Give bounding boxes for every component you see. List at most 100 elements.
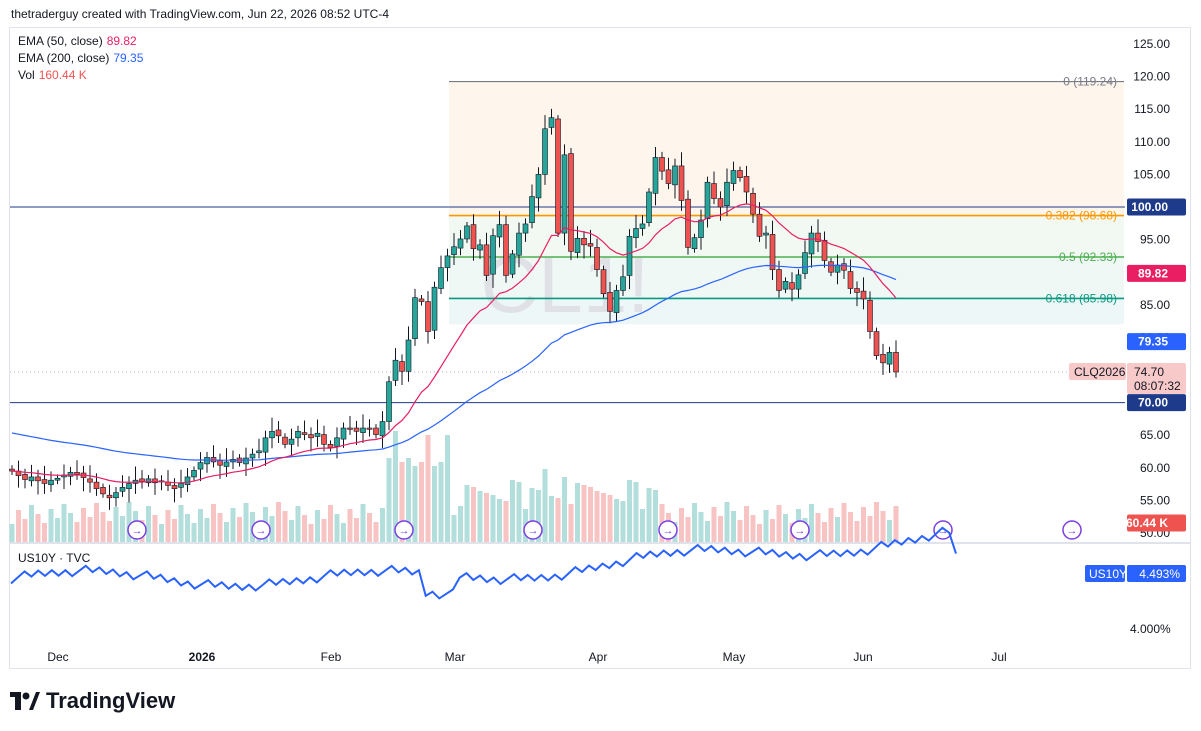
candle-body: [880, 354, 886, 364]
volume-bar: [757, 524, 762, 542]
time-axis: Dec 2026 Feb Mar Apr May Jun Jul: [47, 650, 1006, 664]
candle-body: [743, 176, 750, 193]
candle-body: [9, 468, 15, 472]
candle-body: [568, 153, 574, 252]
volume-bar: [308, 524, 314, 542]
volume-bar: [809, 504, 814, 542]
tradingview-logo-icon: [10, 692, 40, 710]
event-marker-icon: [1062, 520, 1082, 540]
volume-bar: [490, 495, 496, 542]
event-arrow-glyph: →: [795, 525, 806, 537]
candle-body: [93, 481, 100, 489]
candle-body: [776, 269, 782, 291]
fib-zone-1: [449, 215, 1124, 258]
chart-frame[interactable]: [9, 27, 1191, 669]
candle-body: [503, 224, 509, 276]
volume-bar: [399, 462, 405, 542]
volume-bar: [705, 521, 710, 542]
chart-attribution: thetraderguy created with TradingView.co…: [11, 7, 389, 21]
candle-body: [828, 261, 834, 273]
candle-body: [652, 157, 659, 194]
candle-body: [516, 232, 522, 256]
volume-bar: [471, 487, 476, 542]
volume-bar: [893, 506, 899, 542]
event-marker-icon: [658, 520, 678, 540]
candle-body: [41, 479, 48, 484]
volume-bar: [815, 513, 821, 542]
volume-bar: [627, 480, 632, 542]
time-tick-label: 2026: [189, 650, 216, 664]
candle-body: [418, 298, 425, 302]
badge-us10y-symbol-bg: [1085, 565, 1125, 582]
candle-body: [87, 478, 93, 483]
event-marker-icon: [933, 520, 953, 540]
candle-body: [477, 244, 483, 251]
volume-bar: [698, 512, 704, 542]
volume-bar: [711, 507, 717, 542]
volume-bar: [445, 435, 450, 542]
volume-bar: [633, 482, 639, 542]
candle-body: [841, 263, 847, 271]
badge-ema200-text: 79.35: [1138, 335, 1168, 349]
candle-body: [847, 271, 854, 289]
volume-bar: [588, 487, 593, 542]
volume-bar: [718, 516, 723, 542]
candle-body: [217, 460, 223, 466]
candle-body: [321, 434, 327, 445]
candle-body: [275, 429, 282, 437]
fib-zone-2: [449, 257, 1124, 299]
tradingview-logo[interactable]: TradingView: [10, 688, 175, 714]
legend-volume[interactable]: Vol 160.44 K: [18, 68, 87, 82]
candle-body: [262, 437, 269, 453]
candle-body: [379, 421, 386, 437]
candle-body: [412, 297, 418, 340]
candle-body: [106, 494, 113, 499]
fib-zones: [449, 81, 1124, 325]
fib-label: 0.382 (98.68): [1046, 209, 1117, 223]
candle-body: [522, 223, 529, 234]
candle-body: [444, 255, 451, 268]
legend-vol-label: Vol: [18, 68, 35, 82]
volume-bar: [393, 431, 398, 542]
volume-bar: [302, 515, 307, 542]
volume-bar: [646, 488, 652, 542]
volume-bar: [451, 515, 457, 542]
volume-bar: [438, 462, 444, 542]
volume-bar: [334, 514, 340, 542]
volume-bar: [29, 505, 34, 542]
candle-body: [639, 223, 646, 229]
event-arrow-glyph: →: [132, 525, 143, 537]
candle-body: [288, 438, 295, 445]
candle-body: [711, 183, 717, 199]
volume-bar: [269, 516, 275, 542]
candle-body: [886, 352, 893, 365]
volume-bar: [107, 521, 112, 542]
volume-bar: [68, 513, 73, 542]
volume-bar: [594, 491, 600, 542]
volume-bar: [854, 521, 860, 542]
candle-body: [815, 232, 821, 242]
volume-bar: [243, 503, 249, 542]
time-tick-label: Feb: [321, 650, 342, 664]
volume-bar: [737, 520, 743, 542]
volume-bar: [74, 522, 80, 542]
candle-body: [607, 292, 613, 312]
volume-bar: [42, 523, 47, 542]
volume-bar: [874, 502, 879, 542]
candle-body: [295, 430, 301, 439]
legend-ema50[interactable]: EMA (50, close) 89.82: [18, 34, 137, 48]
time-tick-label: May: [723, 650, 746, 664]
candle-body: [613, 290, 620, 313]
candle-body: [314, 432, 321, 437]
candle-body: [392, 359, 399, 381]
candle-body: [750, 193, 756, 215]
candle-body: [256, 450, 262, 454]
candle-body: [724, 181, 730, 206]
legend-ema200[interactable]: EMA (200, close) 79.35: [18, 51, 143, 65]
candle-body: [113, 492, 119, 499]
candle-body: [646, 191, 652, 223]
volume-bar: [555, 498, 561, 542]
volume-bar: [841, 503, 847, 542]
candle-body: [691, 237, 698, 250]
